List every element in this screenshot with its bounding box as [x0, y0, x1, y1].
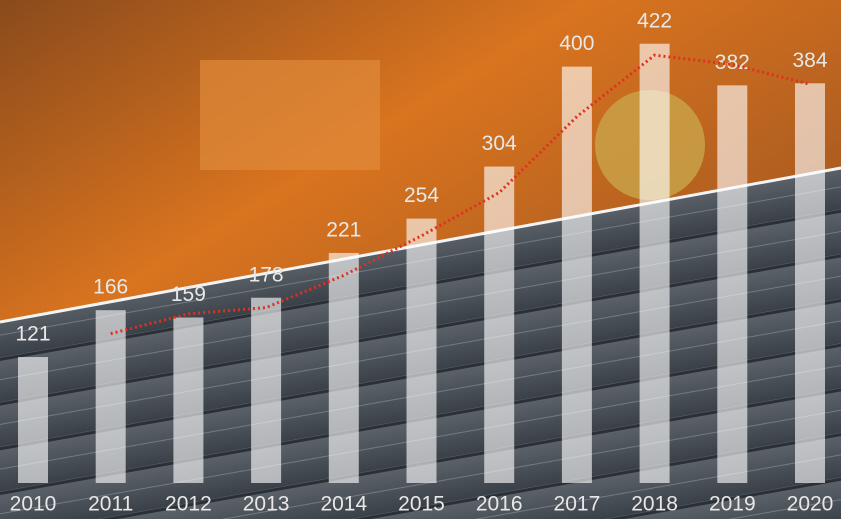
- bar: [717, 85, 748, 483]
- x-tick-label: 2015: [398, 493, 445, 516]
- bar: [18, 357, 48, 483]
- background-detail: [200, 60, 380, 170]
- x-tick-label: 2010: [10, 493, 57, 516]
- x-tick-label: 2020: [787, 493, 834, 516]
- trend-line: [110, 53, 811, 336]
- bar: [251, 297, 282, 483]
- bar: [328, 252, 359, 483]
- bar: [561, 66, 592, 483]
- x-tick-label: 2019: [709, 493, 756, 516]
- bar: [95, 310, 126, 483]
- value-label: 384: [792, 49, 827, 72]
- x-tick-label: 2018: [631, 493, 678, 516]
- bar: [795, 83, 825, 483]
- x-tick-label: 2013: [243, 493, 290, 516]
- value-label: 304: [482, 132, 517, 155]
- x-tick-label: 2016: [476, 493, 523, 516]
- x-tick-label: 2011: [88, 493, 133, 516]
- value-label: 159: [171, 283, 206, 306]
- x-tick-label: 2017: [554, 493, 601, 516]
- x-tick-label: 2014: [320, 493, 367, 516]
- value-label: 254: [404, 184, 439, 207]
- value-label: 221: [326, 218, 361, 241]
- value-label: 422: [637, 9, 672, 32]
- value-label: 166: [93, 276, 128, 299]
- bar: [406, 218, 437, 484]
- bar: [173, 317, 204, 483]
- x-tick-label: 2012: [165, 493, 212, 516]
- value-label: 382: [715, 51, 750, 74]
- value-label: 121: [15, 323, 50, 346]
- value-label: 178: [249, 263, 284, 286]
- bar: [639, 43, 670, 484]
- bar: [484, 166, 515, 483]
- value-label: 400: [559, 32, 594, 55]
